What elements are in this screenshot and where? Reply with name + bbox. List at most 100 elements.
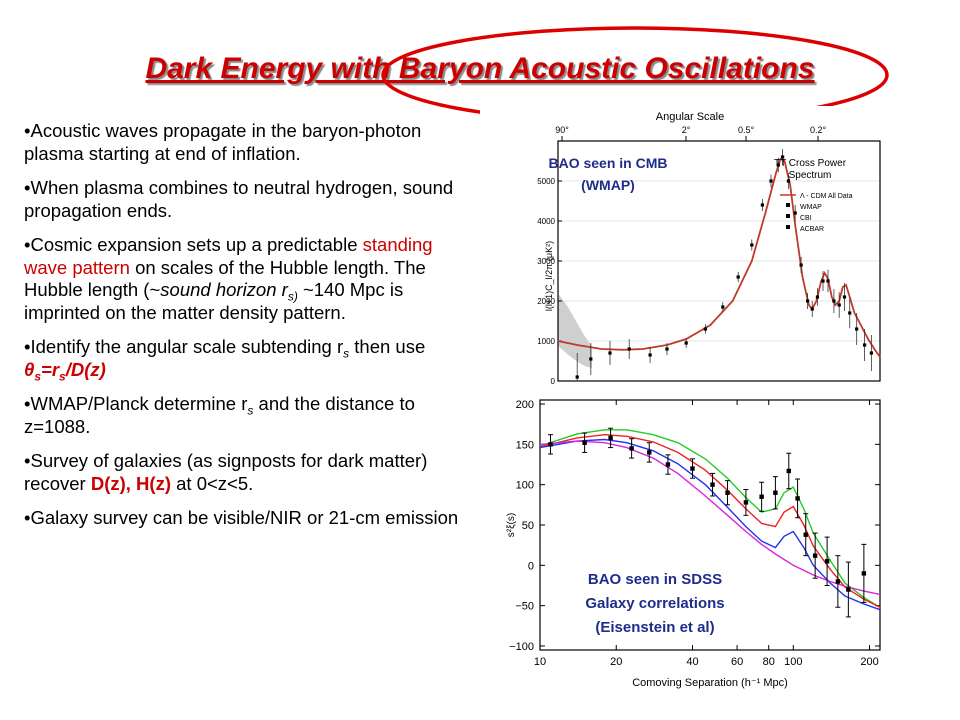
cmb-y-tick-label-1: 1000 [537,337,555,346]
page-title: Dark Energy with Baryon Acoustic Oscilla… [145,52,815,85]
b5-sub: s [247,403,254,418]
cmb-point-4 [648,353,652,357]
sdss-x-tick-label-4: 80 [763,656,775,668]
cmb-point-26 [848,311,852,315]
cmb-point-8 [721,305,725,309]
cmb-y-tick-label-5: 5000 [537,177,555,186]
sdss-y-tick-label-5: 150 [516,439,534,451]
cmb-y-tick-label-2: 2000 [537,297,555,306]
sdss-x-tick-label-6: 200 [860,656,878,668]
b5-pre: •WMAP/Planck determine r [24,393,248,414]
b4-eq-sub1: s [34,369,42,384]
sdss-point-11 [773,490,778,495]
cmb-point-20 [815,295,820,299]
cmb-legend-title-line2: Spectrum [789,170,832,181]
cmb-point-6 [684,341,688,345]
bullet-cosmic-expansion: •Cosmic expansion sets up a predictable … [24,234,470,324]
sdss-y-tick-label-2: 0 [528,560,534,572]
sdss-label-line3: (Eisenstein et al) [595,619,714,636]
sdss-y-tick-label-6: 200 [516,399,534,411]
cmb-point-9 [736,275,740,279]
sdss-model-curve-green [539,429,881,608]
cmb-y-tick-label-3: 3000 [537,257,555,266]
cmb-top-tick-label-0: 90° [555,125,569,135]
sdss-point-0 [548,442,553,447]
b4-theta: θ [24,358,35,380]
b5-post: and the distance to z=1088. [24,393,415,437]
sdss-y-tick-label-3: 50 [522,520,534,532]
cmb-legend-swatch-1 [786,203,790,207]
cmb-point-1 [589,357,593,361]
cmb-point-13 [776,163,780,167]
cmb-top-tick-label-2: 0.5° [738,125,755,135]
cmb-background [480,106,920,396]
cmb-data-points [575,149,873,381]
cmb-point-22 [826,279,830,283]
cmb-y-axis-label: l(l+1)C_l/2π (μK²) [544,241,554,311]
cmb-top-tick-label-3: 0.2° [810,125,827,135]
cmb-y-tick-label-4: 4000 [537,217,555,226]
b3-pre: •Cosmic expansion sets up a predictable [24,234,363,255]
sdss-point-16 [824,559,830,564]
sdss-point-17 [835,579,841,584]
cmb-point-27 [855,327,859,331]
cmb-point-18 [806,299,810,303]
cmb-gridlines [558,180,880,342]
b3-italic: sound horizon r [160,279,288,300]
cmb-point-3 [627,347,631,351]
cmb-point-21 [821,279,825,283]
sdss-y-tick-label-1: −50 [515,601,534,613]
sdss-point-5 [665,462,671,467]
cmb-point-24 [837,303,841,307]
cmb-point-19 [810,307,814,311]
sdss-x-tick-label-0: 10 [534,656,546,668]
b4-eq-sub2: s [59,369,66,384]
sdss-point-18 [846,587,851,592]
sdss-point-7 [710,482,715,487]
sdss-x-tick-label-1: 20 [610,656,622,668]
b4-eq-post: /D(z) [65,358,106,380]
cmb-point-0 [575,375,579,379]
cmb-legend-entry-2: CBI [800,215,812,222]
cmb-point-7 [703,327,707,331]
sdss-y-tick-label-4: 100 [516,480,534,492]
sdss-background [480,392,780,692]
bullet-list: •Acoustic waves propagate in the baryon-… [24,120,470,542]
b4-equation: θs=rs/D(z) [24,358,106,384]
b3-post: ~140 Mpc is imprinted on the matter dens… [24,279,404,323]
sdss-correlation-chart: −100 −50 0 50 100 150 200 10 20 40 60 80 100 200 Comov… [480,392,881,692]
b3-mid: on scales of the Hubble length. The Hubb… [24,256,426,301]
sdss-label-line1: BAO seen in SDSS [588,571,722,588]
cmb-point-5 [665,347,669,351]
cmb-point-2 [608,351,612,355]
cmb-point-16 [793,211,797,215]
b3-sub: s) [287,289,298,304]
sdss-model-curve-red [539,433,881,608]
cmb-point-23 [832,299,836,303]
cmb-point-12 [769,179,773,183]
sdss-point-2 [608,435,613,441]
cmb-top-tick-label-1: 2° [682,125,691,135]
b3-highlight: standing wave pattern [24,234,433,278]
cmb-point-10 [750,243,754,247]
cmb-point-14 [781,155,785,159]
cmb-legend-entry-3: ACBAR [800,226,824,233]
b4-pre: •Identify the angular scale subtending r [24,336,344,357]
sdss-point-3 [629,446,634,451]
sdss-point-12 [786,468,791,474]
sdss-point-4 [647,450,652,455]
sdss-x-tick-label-5: 100 [784,656,802,668]
sdss-x-tick-label-3: 60 [731,656,743,668]
sdss-model-curve-magenta [539,440,881,596]
b6-pre: •Survey of galaxies (as signposts for da… [24,450,428,494]
sdss-point-19 [861,571,867,576]
cmb-point-29 [869,351,873,355]
sdss-point-6 [690,466,695,471]
cmb-legend-title-line1: TT Cross Power [774,158,847,169]
sdss-y-axis-label: s²ξ(s) [506,513,517,537]
cmb-model-curve-group [557,157,881,358]
cmb-y-tick-label-0: 0 [551,377,556,386]
bullet-acoustic-waves: •Acoustic waves propagate in the baryon-… [24,120,422,164]
cmb-legend-entry-0: Λ - CDM All Data [800,193,853,200]
sdss-point-9 [743,500,749,505]
